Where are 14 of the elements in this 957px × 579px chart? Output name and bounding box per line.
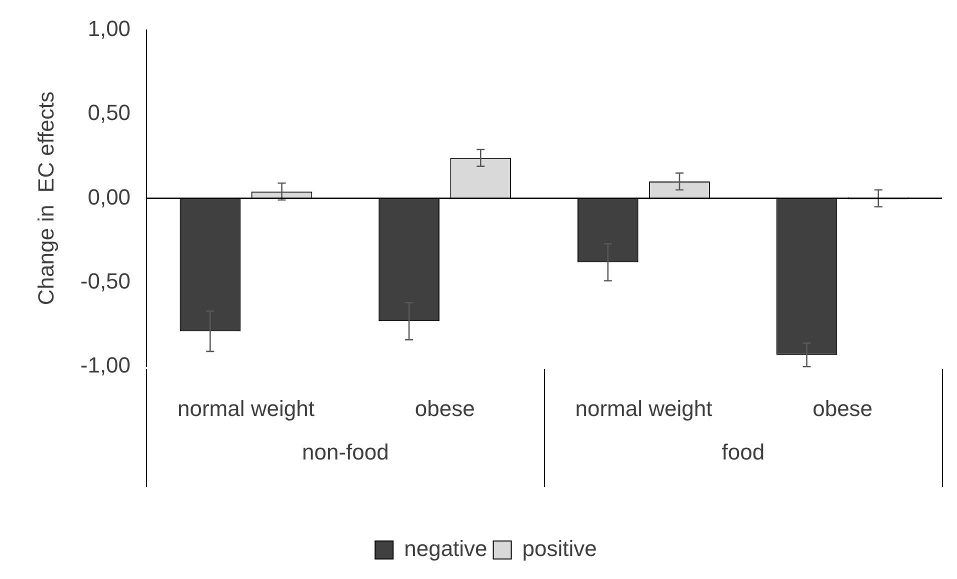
y-tick-label: 0,00 <box>88 184 131 210</box>
y-axis-title: Change in EC effects <box>33 91 58 306</box>
y-tick-label: 0,50 <box>88 100 131 126</box>
text: food <box>722 440 765 465</box>
y-tick-label: -0,50 <box>80 268 131 294</box>
y-tick-label: -1,00 <box>80 352 131 378</box>
legend-label: positive <box>522 536 597 562</box>
y-tick-label: 1,00 <box>88 16 131 42</box>
x-tick-label: obese <box>414 396 475 421</box>
x-tick-label: normal weight <box>178 396 314 421</box>
x-tick-label: normal weight <box>575 396 712 421</box>
legend-label: negative <box>404 536 488 562</box>
x-tick-label: obese <box>812 396 873 421</box>
text: non-food <box>302 440 389 465</box>
